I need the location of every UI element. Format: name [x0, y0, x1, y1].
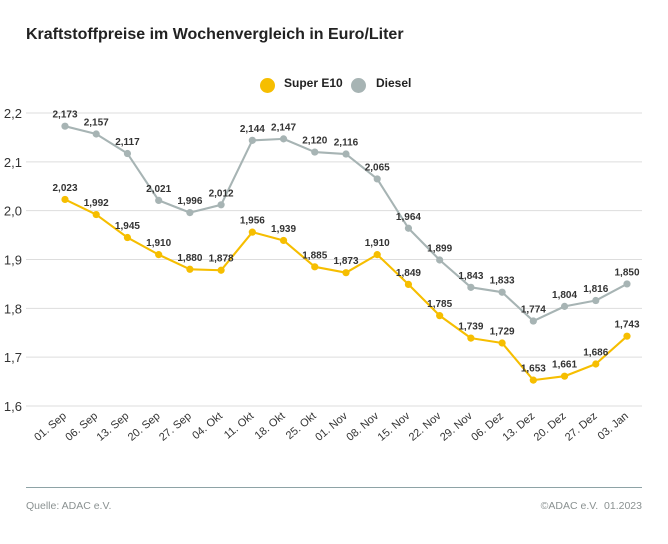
svg-text:1,729: 1,729 [490, 327, 515, 338]
svg-text:1,939: 1,939 [271, 224, 296, 235]
svg-text:1,653: 1,653 [521, 364, 546, 375]
svg-text:06. Dez: 06. Dez [469, 410, 506, 444]
svg-text:08. Nov: 08. Nov [344, 410, 381, 444]
svg-text:11. Okt: 11. Okt [222, 410, 256, 441]
svg-text:2,065: 2,065 [365, 162, 390, 173]
svg-text:2,157: 2,157 [84, 118, 109, 129]
svg-text:1,785: 1,785 [427, 299, 452, 310]
svg-text:2,147: 2,147 [271, 122, 296, 133]
svg-text:1,739: 1,739 [458, 322, 483, 333]
svg-text:1,743: 1,743 [614, 320, 639, 331]
svg-text:13. Dez: 13. Dez [500, 410, 537, 444]
svg-text:2,012: 2,012 [209, 188, 234, 199]
svg-text:2,2: 2,2 [4, 106, 22, 121]
svg-text:29. Nov: 29. Nov [438, 410, 475, 444]
svg-text:03. Jan: 03. Jan [596, 410, 631, 442]
svg-text:1,880: 1,880 [177, 253, 202, 264]
svg-text:1,945: 1,945 [115, 221, 140, 232]
svg-text:13. Sep: 13. Sep [95, 410, 132, 444]
svg-text:15. Nov: 15. Nov [376, 410, 413, 444]
svg-text:06. Sep: 06. Sep [63, 410, 100, 444]
svg-text:2,0: 2,0 [4, 204, 22, 219]
svg-text:25. Okt: 25. Okt [284, 410, 319, 442]
svg-text:1,992: 1,992 [84, 198, 109, 209]
svg-text:01. Sep: 01. Sep [32, 410, 69, 444]
svg-text:1,873: 1,873 [333, 256, 358, 267]
svg-text:1,885: 1,885 [302, 250, 327, 261]
svg-text:01. Nov: 01. Nov [313, 410, 350, 444]
svg-text:2,021: 2,021 [146, 184, 171, 195]
svg-text:18. Okt: 18. Okt [253, 410, 288, 442]
svg-text:1,6: 1,6 [4, 399, 22, 414]
svg-text:1,843: 1,843 [458, 271, 483, 282]
svg-text:20. Sep: 20. Sep [126, 410, 163, 444]
svg-text:1,996: 1,996 [177, 196, 202, 207]
svg-text:1,686: 1,686 [583, 348, 608, 359]
svg-text:1,899: 1,899 [427, 243, 452, 254]
svg-text:2,1: 2,1 [4, 155, 22, 170]
svg-text:04. Okt: 04. Okt [190, 410, 225, 442]
svg-text:1,956: 1,956 [240, 216, 265, 227]
svg-text:1,964: 1,964 [396, 212, 421, 223]
svg-text:1,804: 1,804 [552, 290, 577, 301]
svg-text:1,816: 1,816 [583, 284, 608, 295]
svg-text:2,117: 2,117 [115, 137, 140, 148]
svg-text:27. Dez: 27. Dez [563, 410, 600, 444]
svg-text:1,910: 1,910 [146, 238, 171, 249]
svg-text:1,910: 1,910 [365, 238, 390, 249]
svg-text:1,661: 1,661 [552, 360, 577, 371]
svg-text:27. Sep: 27. Sep [157, 410, 194, 444]
svg-text:1,774: 1,774 [521, 305, 546, 316]
svg-text:1,850: 1,850 [614, 267, 639, 278]
svg-text:2,144: 2,144 [240, 124, 265, 135]
svg-text:2,120: 2,120 [302, 136, 327, 147]
svg-text:1,833: 1,833 [490, 276, 515, 287]
svg-text:1,849: 1,849 [396, 268, 421, 279]
svg-text:1,8: 1,8 [4, 301, 22, 316]
svg-text:1,878: 1,878 [209, 254, 234, 265]
svg-text:20. Dez: 20. Dez [532, 410, 569, 444]
svg-text:2,173: 2,173 [52, 110, 77, 121]
svg-text:2,023: 2,023 [52, 183, 77, 194]
svg-text:22. Nov: 22. Nov [407, 410, 444, 444]
svg-text:1,9: 1,9 [4, 253, 22, 268]
svg-text:2,116: 2,116 [334, 138, 359, 149]
svg-text:1,7: 1,7 [4, 350, 22, 365]
